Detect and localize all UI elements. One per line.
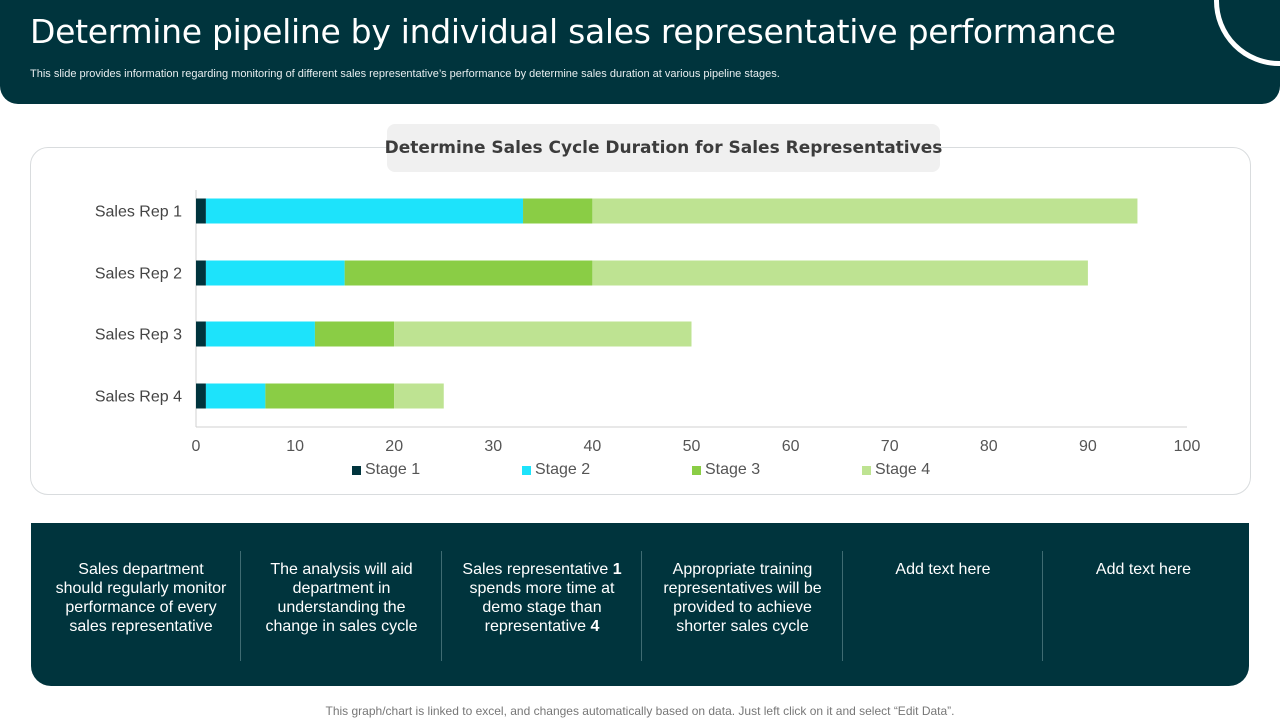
legend-label: Stage 2 xyxy=(535,461,591,478)
bar-segment-stage-3[interactable] xyxy=(314,321,395,347)
bar-segment-stage-2[interactable] xyxy=(205,198,524,224)
x-tick-label: 50 xyxy=(683,438,701,455)
bar-segment-stage-3[interactable] xyxy=(265,383,395,409)
bar-segment-stage-1[interactable] xyxy=(196,198,206,224)
bar-segment-stage-1[interactable] xyxy=(196,321,206,347)
bar-segment-stage-2[interactable] xyxy=(205,383,266,409)
legend-swatch xyxy=(352,465,361,475)
stacked-bar-chart[interactable]: 0 10 20 30 40 50 60 70 80 90 100 Sales Rep 1 Sales R… xyxy=(0,0,1280,500)
page-title: Determine pipeline by individual sales r… xyxy=(30,12,1116,51)
x-tick-label: 90 xyxy=(1079,438,1097,455)
y-category-label: Sales Rep 1 xyxy=(95,204,182,221)
note-text: Sales representative 1 spends more time … xyxy=(462,561,622,635)
legend-label: Stage 3 xyxy=(705,461,761,478)
x-tick-label: 0 xyxy=(192,438,201,455)
bar-segment-stage-2[interactable] xyxy=(205,321,315,347)
chart-legend: Stage 1 Stage 2 Stage 3 Stage 4 xyxy=(352,461,952,479)
x-tick-label: 20 xyxy=(385,438,403,455)
bar-segment-stage-4[interactable] xyxy=(394,321,692,347)
bar-segment-stage-2[interactable] xyxy=(205,260,345,286)
column-divider xyxy=(641,551,642,661)
legend-item[interactable]: Stage 2 xyxy=(522,461,590,479)
note-column: The analysis will aid department in unde… xyxy=(242,523,442,686)
note-column: Add text here xyxy=(843,523,1043,686)
x-tick-label: 30 xyxy=(484,438,502,455)
x-tick-label: 100 xyxy=(1174,438,1201,455)
note-column: Sales representative 1 spends more time … xyxy=(442,523,642,686)
x-tick-label: 70 xyxy=(881,438,899,455)
column-divider xyxy=(841,551,843,661)
legend-label: Stage 1 xyxy=(365,461,421,478)
note-text: Appropriate training representatives wil… xyxy=(663,561,822,635)
header-banner: Determine pipeline by individual sales r… xyxy=(0,0,1280,104)
bar-segment-stage-4[interactable] xyxy=(592,260,1088,286)
y-category-label: Sales Rep 2 xyxy=(95,266,182,283)
note-text: The analysis will aid department in unde… xyxy=(265,561,418,635)
legend-swatch xyxy=(692,465,701,475)
bar-segment-stage-3[interactable] xyxy=(523,198,593,224)
x-tick-label: 80 xyxy=(980,438,998,455)
bar-segment-stage-4[interactable] xyxy=(394,383,444,409)
x-tick-label: 40 xyxy=(584,438,602,455)
legend-item[interactable]: Stage 3 xyxy=(692,461,760,479)
note-text: Sales department should regularly monito… xyxy=(55,561,227,635)
y-category-label: Sales Rep 4 xyxy=(95,389,182,406)
footer-note: This graph/chart is linked to excel, and… xyxy=(325,704,955,718)
x-tick-label: 60 xyxy=(782,438,800,455)
bar-segment-stage-1[interactable] xyxy=(196,383,206,409)
note-column: Sales department should regularly monito… xyxy=(41,523,241,686)
column-divider xyxy=(240,551,241,661)
x-tick-label: 10 xyxy=(286,438,304,455)
column-divider xyxy=(1042,551,1043,661)
bar-segment-stage-4[interactable] xyxy=(592,198,1138,224)
note-text: Add text here xyxy=(1095,561,1192,578)
chart-title: Determine Sales Cycle Duration for Sales… xyxy=(385,124,942,172)
legend-label: Stage 4 xyxy=(875,461,931,478)
note-column: Add text here xyxy=(1044,523,1244,686)
bar-segment-stage-1[interactable] xyxy=(196,260,206,286)
page-subtitle: This slide provides information regardin… xyxy=(30,68,780,80)
bar-segment-stage-3[interactable] xyxy=(344,260,593,286)
legend-swatch xyxy=(862,465,871,475)
notes-panel: Sales department should regularly monito… xyxy=(31,523,1249,686)
y-category-label: Sales Rep 3 xyxy=(95,327,182,344)
legend-item[interactable]: Stage 4 xyxy=(862,461,930,479)
note-text: Add text here xyxy=(895,561,991,578)
column-divider xyxy=(440,551,442,661)
legend-swatch xyxy=(522,465,531,475)
note-column: Appropriate training representatives wil… xyxy=(643,523,843,686)
legend-item[interactable]: Stage 1 xyxy=(352,461,420,479)
